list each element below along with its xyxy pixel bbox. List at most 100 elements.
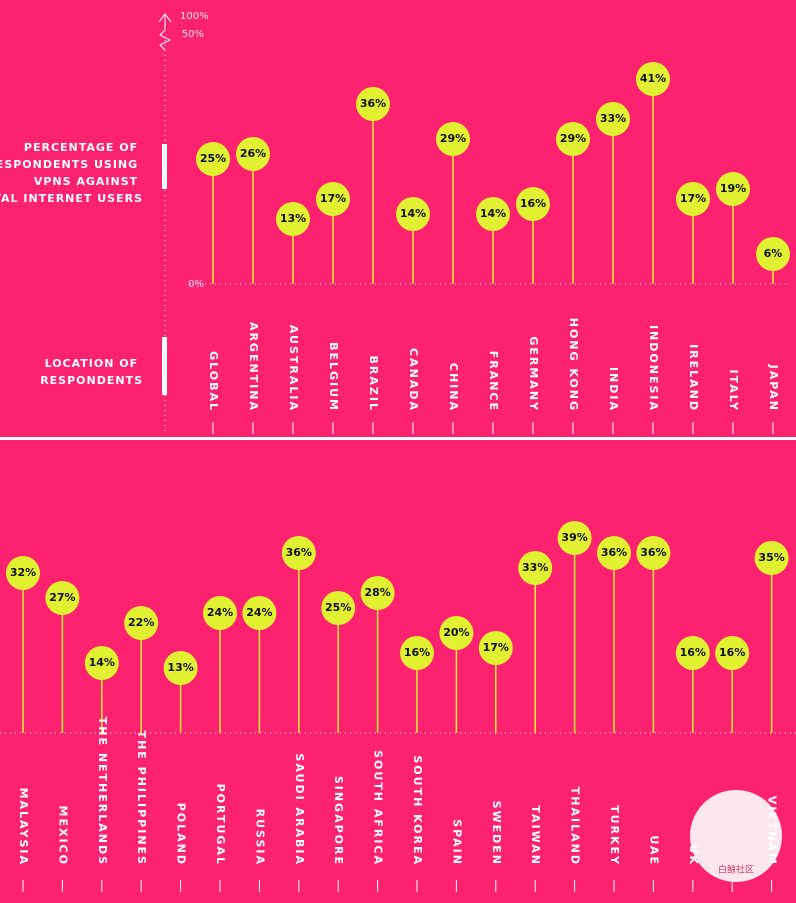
axis-break <box>158 13 172 51</box>
category-label: SPAIN <box>450 819 463 866</box>
value-label: 14% <box>89 656 115 669</box>
category-label: CANADA <box>407 348 420 412</box>
category-label: INDIA <box>607 367 620 412</box>
category-label: TURKEY <box>608 805 621 866</box>
category-label: BRAZIL <box>367 356 380 412</box>
category-label: THAILAND <box>569 787 582 866</box>
value-label: 13% <box>167 661 193 674</box>
value-label: 24% <box>246 606 272 619</box>
category-label: INDONESIA <box>647 325 660 412</box>
category-label: UAE <box>647 835 660 866</box>
category-label: VIETNAM <box>766 796 779 866</box>
value-label: 16% <box>520 197 546 210</box>
value-label: 41% <box>640 72 666 85</box>
category-label: PORTUGAL <box>214 784 227 866</box>
value-label: 16% <box>404 646 430 659</box>
category-label: JAPAN <box>767 364 780 412</box>
lollipop-head <box>360 576 395 610</box>
y-tick-label: 50% <box>182 29 204 40</box>
lollipop-head <box>6 556 40 590</box>
label-marker <box>162 144 167 189</box>
category-label: ITALY <box>727 369 740 412</box>
value-label: 39% <box>561 531 587 544</box>
lollipop-head <box>516 187 550 221</box>
panel-background <box>0 440 796 903</box>
lollipop-head <box>476 197 510 231</box>
category-label: SAUDI ARABIA <box>293 753 306 866</box>
lollipop-head <box>281 536 316 570</box>
category-label: SWEDEN <box>490 801 503 866</box>
category-label: SOUTH KOREA <box>411 755 424 866</box>
value-label: 36% <box>360 97 386 110</box>
value-label: 35% <box>758 551 784 564</box>
lollipop-head <box>675 636 710 670</box>
value-label: 17% <box>483 641 509 654</box>
value-label: 29% <box>560 132 586 145</box>
lollipop-head <box>556 122 590 156</box>
value-label: 28% <box>364 586 390 599</box>
lollipop-head <box>597 536 631 570</box>
value-label: 24% <box>207 606 233 619</box>
category-label: MALAYSIA <box>17 788 30 866</box>
value-label: 33% <box>600 112 626 125</box>
lollipop-head <box>596 102 630 136</box>
lollipop-head <box>203 596 237 630</box>
value-label: 19% <box>720 182 746 195</box>
lollipop-head <box>276 202 310 236</box>
lollipop-head <box>756 237 790 271</box>
label-marker <box>162 337 167 395</box>
value-label: 22% <box>128 616 154 629</box>
category-label: MEXICO <box>56 806 69 866</box>
value-label: 17% <box>680 192 706 205</box>
value-label: 14% <box>400 207 426 220</box>
value-label: 25% <box>325 601 351 614</box>
lollipop-head <box>321 591 356 625</box>
lollipop-head <box>676 182 710 216</box>
category-label: GERMANY <box>527 336 540 412</box>
category-label: ARGENTINA <box>247 322 260 412</box>
category-label: HONG KONG <box>567 318 580 412</box>
lollipop-head <box>356 87 390 121</box>
value-label: 16% <box>680 646 706 659</box>
category-label: THE PHILIPPINES <box>135 731 148 866</box>
lollipop-head <box>124 606 159 640</box>
category-label: THE NETHERLANDS <box>96 717 109 866</box>
lollipop-head <box>636 62 670 96</box>
category-label: SINGAPORE <box>332 776 345 866</box>
category-label: FRANCE <box>487 351 500 412</box>
value-label: 6% <box>764 247 783 260</box>
lollipop-head <box>163 651 198 685</box>
lollipop-head <box>45 581 80 615</box>
x-axis-label: LOCATION OF RESPONDENTS <box>40 357 143 387</box>
value-label: 14% <box>480 207 506 220</box>
lollipop-head <box>242 596 277 630</box>
value-label: 29% <box>440 132 466 145</box>
value-label: 13% <box>280 212 306 225</box>
lollipop-head <box>754 541 789 575</box>
value-label: 16% <box>719 646 745 659</box>
value-label: 20% <box>443 626 469 639</box>
category-label: TAIWAN <box>529 805 542 866</box>
lollipop-head <box>400 636 434 670</box>
y-axis-label: PERCENTAGE OF RESPONDENTS USING VPNS AGA… <box>0 141 143 205</box>
category-label: BELGIUM <box>327 342 340 412</box>
lollipop-head <box>84 646 119 680</box>
y-tick-label: 0% <box>188 279 204 290</box>
watermark-badge <box>690 790 782 882</box>
category-label: SOUTH AFRICA <box>372 750 385 866</box>
category-label: UK <box>687 845 700 866</box>
value-label: 36% <box>601 546 627 559</box>
lollipop-head <box>636 536 671 570</box>
category-label: GLOBAL <box>207 351 220 412</box>
value-label: 36% <box>286 546 312 559</box>
lollipop-head <box>236 137 270 171</box>
value-label: 32% <box>10 566 36 579</box>
lollipop-head <box>557 521 592 555</box>
lollipop-head <box>439 616 474 650</box>
axis-break-label: 100% <box>180 11 209 22</box>
lollipop-head <box>436 122 470 156</box>
lollipop-head <box>478 631 513 665</box>
value-label: 36% <box>640 546 666 559</box>
category-label: RUSSIA <box>253 809 266 866</box>
